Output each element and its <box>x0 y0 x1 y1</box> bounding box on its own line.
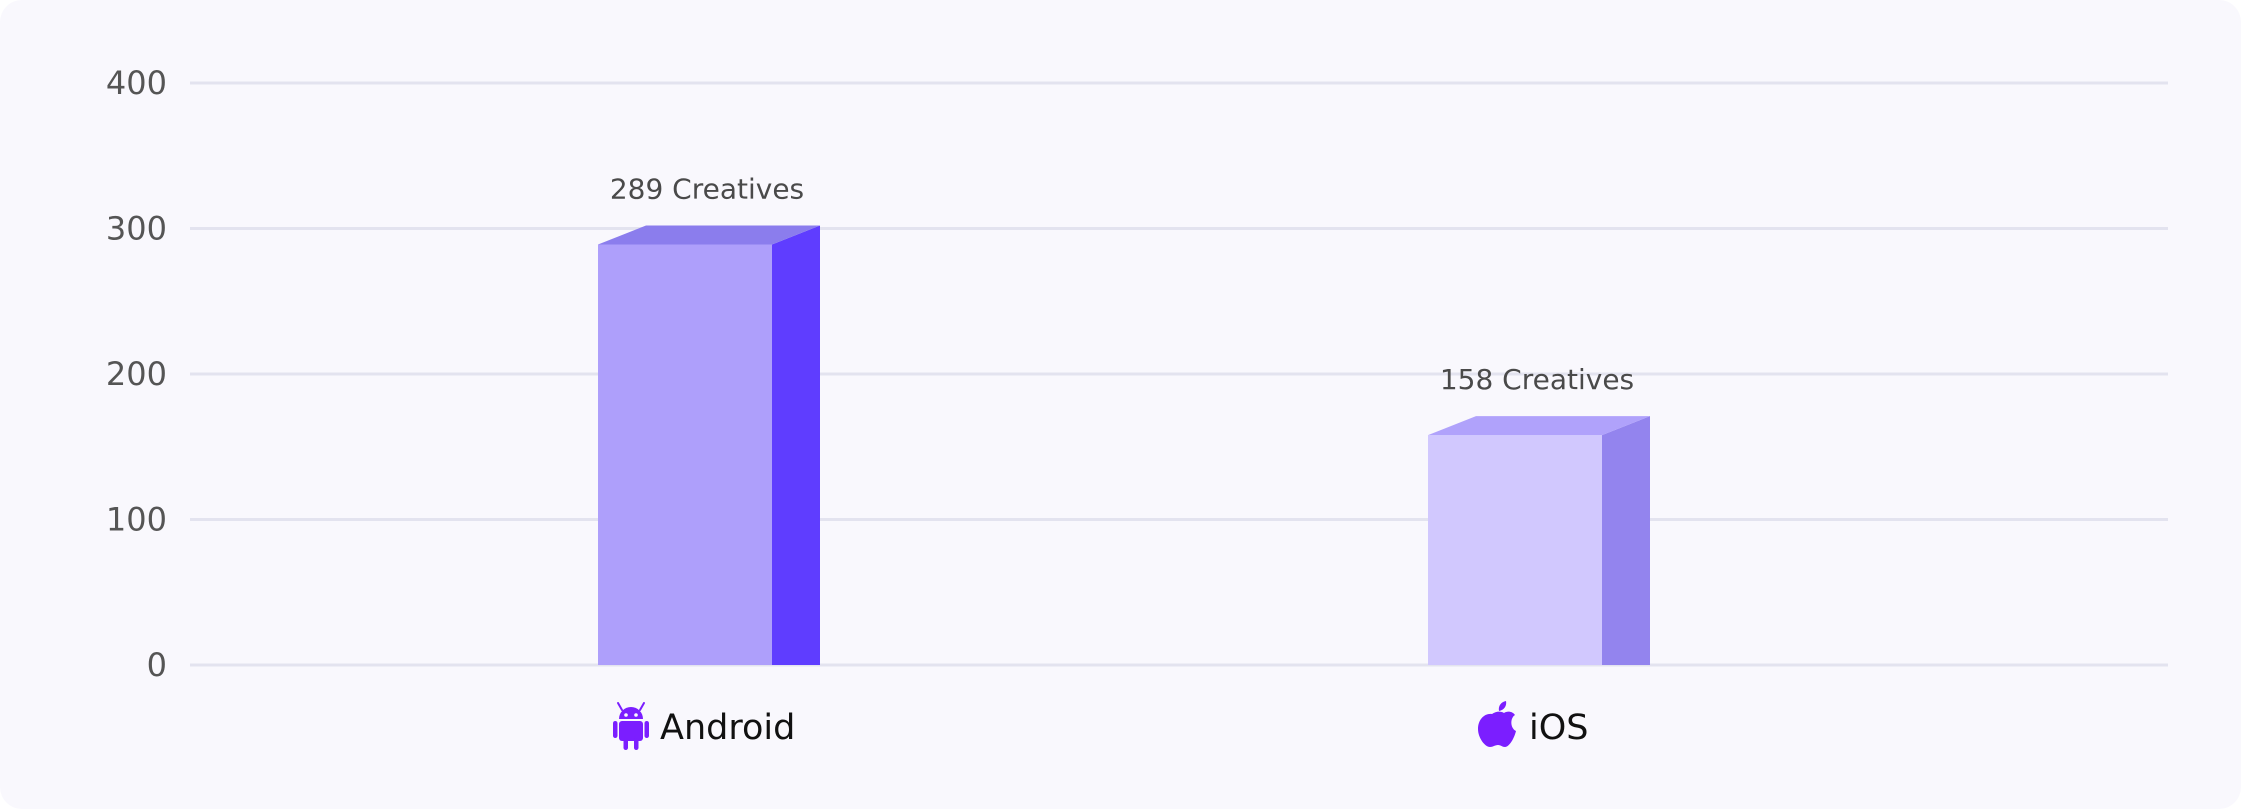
x-axis-categories: Android iOS <box>613 701 1589 750</box>
y-tick-label: 400 <box>106 64 167 102</box>
android-icon <box>613 702 649 750</box>
bar-front-face <box>598 244 772 665</box>
bar-side-face <box>1602 416 1650 665</box>
data-label: 158 Creatives <box>1440 363 1634 396</box>
y-axis-ticks: 0 100 200 300 400 <box>106 64 167 684</box>
category-label: Android <box>660 708 795 748</box>
data-labels: 289 Creatives 158 Creatives <box>610 173 1634 397</box>
bar-android <box>598 225 820 665</box>
category-label: iOS <box>1529 708 1589 748</box>
category-android: Android <box>613 702 795 750</box>
y-tick-label: 200 <box>106 355 167 393</box>
bar-top-face <box>598 225 820 245</box>
bars <box>598 225 1650 665</box>
y-tick-label: 0 <box>147 646 167 684</box>
bar-front-face <box>1428 435 1602 665</box>
grid-lines <box>190 81 2168 667</box>
data-label: 289 Creatives <box>610 173 804 206</box>
bar-top-face <box>1428 416 1650 436</box>
y-tick-label: 100 <box>106 501 167 539</box>
bar-ios <box>1428 416 1650 665</box>
category-ios: iOS <box>1478 701 1589 748</box>
bar-side-face <box>772 225 820 665</box>
apple-icon <box>1478 701 1516 747</box>
y-tick-label: 300 <box>106 210 167 248</box>
